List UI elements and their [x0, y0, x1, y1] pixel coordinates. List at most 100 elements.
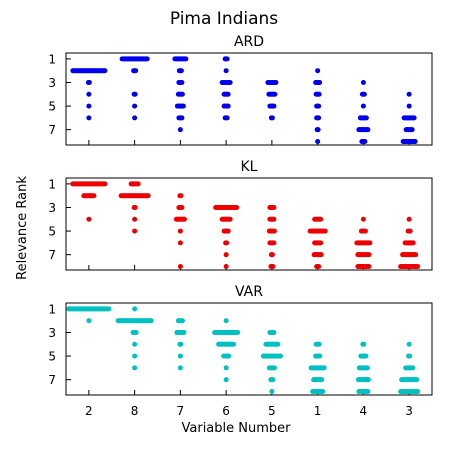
data-point [409, 127, 415, 133]
data-point [234, 204, 240, 210]
data-point [316, 91, 322, 97]
panel-title: KL [241, 159, 258, 175]
data-point [133, 329, 139, 335]
data-point [106, 306, 112, 312]
data-point [226, 353, 232, 359]
data-point [180, 103, 186, 109]
panel-var: VAR 1 3 5 7 2 8 7 6 5 1 4 3 [48, 284, 433, 418]
data-point [132, 103, 138, 109]
data-point [86, 318, 92, 324]
data-point [102, 181, 108, 187]
panel-ard: ARD 1 3 5 7 [48, 34, 433, 146]
x-tick-label: 2 [85, 404, 93, 418]
y-tick-label: 3 [48, 201, 56, 215]
data-point [132, 216, 138, 222]
data-point [132, 228, 138, 234]
data-point [406, 91, 412, 97]
data-point [365, 377, 371, 383]
data-point [316, 115, 322, 121]
y-tick-label: 5 [48, 100, 56, 114]
data-point [363, 353, 369, 359]
data-point [320, 388, 326, 394]
data-point [415, 263, 421, 269]
data-point [407, 353, 413, 359]
data-point [145, 193, 151, 199]
data-point [411, 115, 417, 121]
data-point [363, 115, 369, 121]
data-point [362, 228, 368, 234]
data-point [317, 79, 323, 85]
data-point [132, 91, 138, 97]
data-point [223, 68, 229, 74]
panel-kl: KL 1 3 5 7 [48, 159, 433, 271]
data-point [318, 252, 324, 258]
data-point [318, 240, 324, 246]
data-point [271, 329, 277, 335]
data-point [415, 388, 421, 394]
data-point [365, 127, 371, 133]
data-point [316, 263, 322, 269]
data-point [132, 365, 138, 371]
data-point [413, 252, 419, 258]
data-point [362, 138, 368, 144]
y-tick-label: 5 [48, 350, 56, 364]
data-point [315, 127, 321, 133]
panels: ARD 1 3 5 7 KL 1 3 5 7 VAR 1 3 5 7 2 8 7 6 5 1 4 3 [48, 34, 433, 418]
y-tick-label: 7 [48, 123, 56, 137]
data-point [317, 353, 323, 359]
data-point [231, 341, 237, 347]
data-point [315, 68, 321, 74]
data-point [179, 115, 185, 121]
y-tick-label: 1 [48, 52, 56, 66]
data-point [102, 68, 108, 74]
data-point [132, 204, 138, 210]
data-point [91, 193, 97, 199]
data-point [223, 318, 229, 324]
data-point [410, 365, 416, 371]
data-point [235, 329, 241, 335]
data-point [183, 56, 189, 62]
data-point [277, 353, 283, 359]
data-point [366, 263, 372, 269]
data-point [178, 68, 184, 74]
data-point [224, 240, 230, 246]
data-point [271, 103, 277, 109]
data-point [271, 240, 277, 246]
x-tick-label: 1 [314, 404, 322, 418]
data-point [360, 216, 366, 222]
data-point [144, 56, 150, 62]
data-point [414, 377, 420, 383]
data-point [270, 377, 276, 383]
data-point [225, 91, 231, 97]
data-point [321, 365, 327, 371]
x-tick-label: 8 [131, 404, 139, 418]
y-tick-label: 3 [48, 76, 56, 90]
data-point [365, 388, 371, 394]
data-point [86, 79, 92, 85]
y-tick-label: 5 [48, 225, 56, 239]
data-point [177, 127, 183, 133]
data-point [407, 228, 413, 234]
data-point [316, 103, 322, 109]
y-tick-label: 7 [48, 248, 56, 262]
data-point [360, 79, 366, 85]
data-point [223, 365, 229, 371]
data-point [223, 377, 229, 383]
data-point [179, 79, 185, 85]
data-point [177, 240, 183, 246]
y-tick-label: 1 [48, 177, 56, 191]
data-point [364, 365, 370, 371]
data-point [269, 115, 275, 121]
y-tick-label: 7 [48, 373, 56, 387]
data-point [86, 91, 92, 97]
data-point [132, 306, 138, 312]
chart-title: Pima Indians [170, 9, 278, 29]
data-point [319, 377, 325, 383]
plot-frame [65, 52, 433, 146]
data-point [406, 341, 412, 347]
x-tick-label: 3 [405, 404, 413, 418]
data-point [412, 138, 418, 144]
x-tick-label: 4 [360, 404, 368, 418]
data-point [360, 103, 366, 109]
